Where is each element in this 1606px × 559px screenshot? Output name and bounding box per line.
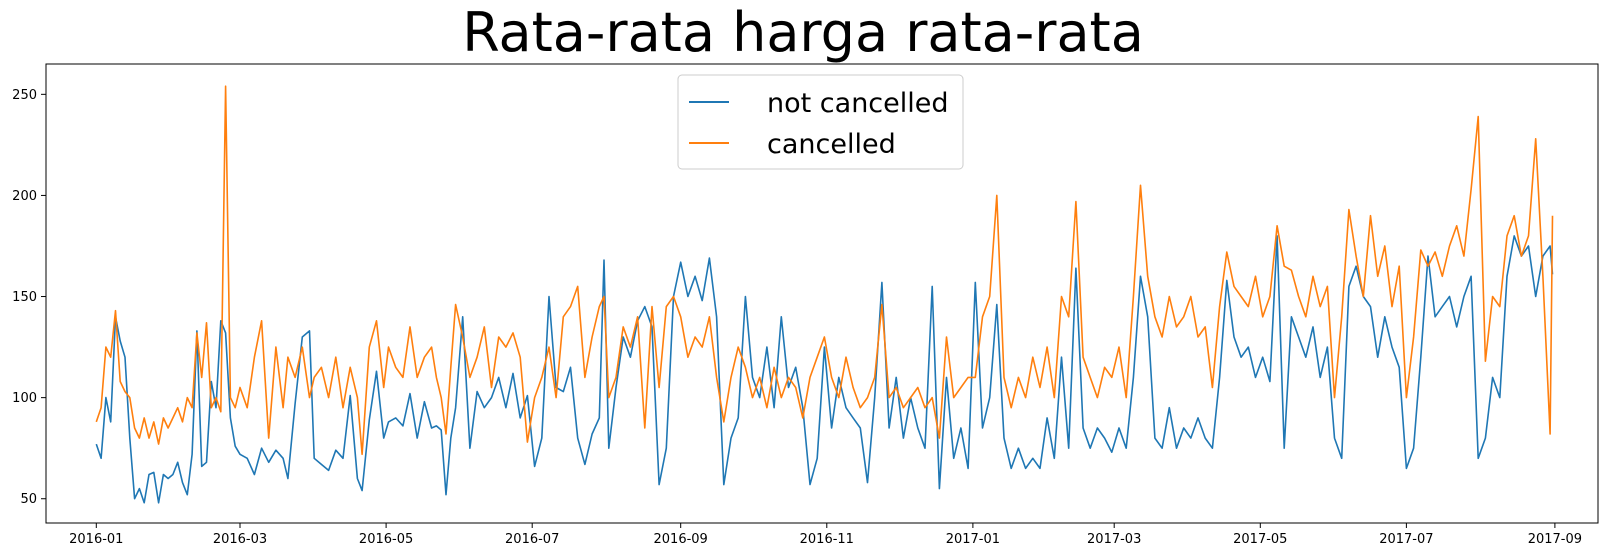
legend: not cancelled cancelled — [677, 74, 964, 170]
y-tick-label: 50 — [20, 492, 37, 507]
plot-frame — [45, 63, 1599, 524]
x-tick-label: 2016-03 — [213, 532, 267, 547]
series-lines — [95, 85, 1554, 504]
chart-title: Rata-rata harga rata-rata — [462, 1, 1144, 64]
x-tick-label: 2017-07 — [1379, 532, 1433, 547]
y-tick-label: 100 — [12, 391, 37, 406]
x-tick-label: 2017-01 — [946, 532, 1000, 547]
y-tick-label: 250 — [12, 88, 37, 103]
legend-label: cancelled — [767, 129, 896, 160]
x-tick-label: 2016-11 — [800, 532, 854, 547]
x-tick-label: 2017-09 — [1528, 532, 1582, 547]
x-tick-label: 2017-05 — [1233, 532, 1287, 547]
legend-box — [677, 74, 964, 170]
x-axis: 2016-01 2016-03 2016-05 2016-07 2016-09 2016-… — [69, 523, 1582, 547]
series-line-2 — [95, 85, 1554, 456]
x-tick-label: 2016-09 — [654, 532, 708, 547]
legend-label: not cancelled — [767, 88, 949, 119]
x-tick-label: 2016-07 — [505, 532, 559, 547]
series-line-1 — [95, 235, 1554, 504]
y-axis: 50 100 150 200 250 — [12, 88, 46, 507]
x-tick-label: 2016-01 — [69, 532, 123, 547]
x-tick-label: 2017-03 — [1087, 532, 1141, 547]
x-tick-label: 2016-05 — [359, 532, 413, 547]
y-tick-label: 200 — [12, 189, 37, 204]
y-tick-label: 150 — [12, 290, 37, 305]
